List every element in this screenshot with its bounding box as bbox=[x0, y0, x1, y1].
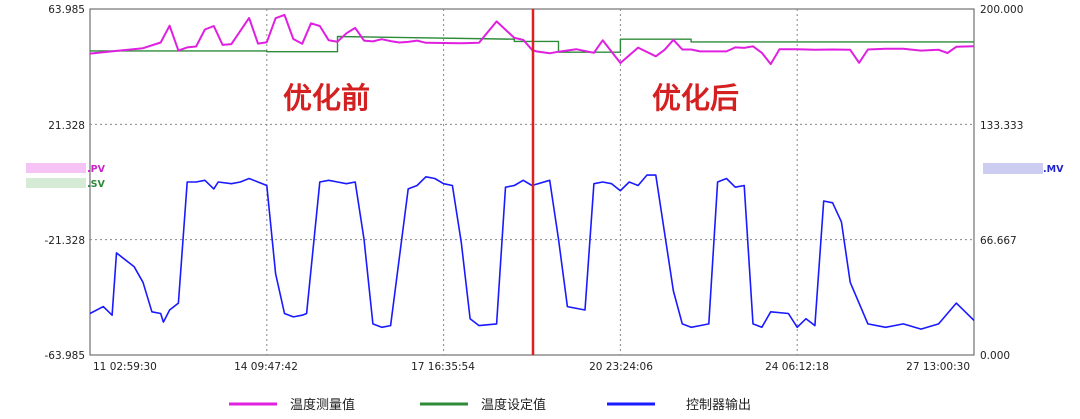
legend-label-pv: 温度测量值 bbox=[290, 397, 355, 413]
legend-label-mv: 控制器输出 bbox=[686, 397, 751, 413]
x-tick: 20 23:24:06 bbox=[589, 361, 653, 373]
annotation-before: 优化前 bbox=[283, 81, 370, 115]
blurred-tag-pv bbox=[26, 163, 86, 173]
y-left-tick: 21.328 bbox=[48, 120, 85, 132]
annotation-after: 优化后 bbox=[652, 81, 739, 115]
legend-label-sv: 温度设定值 bbox=[481, 397, 546, 413]
y-right-tick: 200.000 bbox=[980, 4, 1023, 16]
y-left-tick: -63.985 bbox=[44, 350, 85, 362]
tag-sv: .SV bbox=[87, 179, 105, 190]
series-mv-line bbox=[89, 174, 975, 330]
x-tick: 27 13:00:30 bbox=[906, 361, 970, 373]
y-right-tick: 133.333 bbox=[980, 120, 1023, 132]
blurred-tag-sv bbox=[26, 178, 86, 188]
y-left-tick: -21.328 bbox=[44, 235, 85, 247]
tag-mv: .MV bbox=[1043, 164, 1064, 175]
tag-pv: .PV bbox=[87, 164, 106, 175]
series-sv-line bbox=[90, 35, 974, 53]
y-right-tick: 66.667 bbox=[980, 235, 1017, 247]
x-tick: 24 06:12:18 bbox=[765, 361, 829, 373]
y-left-tick: 63.985 bbox=[48, 4, 85, 16]
x-tick: 11 02:59:30 bbox=[93, 361, 157, 373]
series-pv-line bbox=[89, 13, 975, 66]
y-right-tick: 0.000 bbox=[980, 350, 1010, 362]
x-tick: 17 16:35:54 bbox=[411, 361, 475, 373]
series-lines bbox=[89, 13, 975, 330]
x-tick: 14 09:47:42 bbox=[234, 361, 298, 373]
legend: 温度测量值 温度设定值 控制器输出 bbox=[229, 397, 751, 413]
blurred-tag-mv bbox=[983, 163, 1043, 174]
